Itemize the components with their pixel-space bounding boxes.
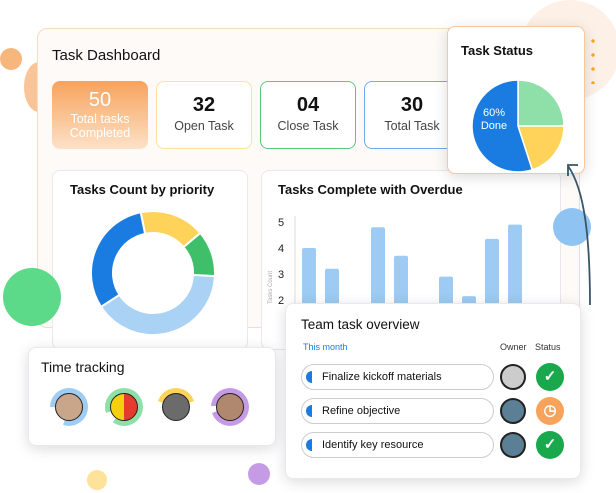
page-title: Task Dashboard xyxy=(52,47,161,64)
card-title: Tasks Count by priority xyxy=(70,182,215,197)
y-tick-label: 2 xyxy=(278,295,284,307)
stat-value: 50 xyxy=(88,89,112,111)
card-title: Tasks Complete with Overdue xyxy=(278,182,463,197)
y-tick-label: 3 xyxy=(278,269,284,281)
decor-circle xyxy=(87,470,107,490)
priority-card: Tasks Count by priority xyxy=(52,170,248,350)
time-tracking-card: Time tracking xyxy=(28,347,276,446)
stat-label: Total tasks Completed xyxy=(69,112,131,140)
card-title: Task Status xyxy=(461,43,534,58)
decor-circle xyxy=(0,48,22,70)
decor-circle xyxy=(248,463,270,485)
pie-percent: 60% xyxy=(482,107,506,119)
decor-dots xyxy=(591,34,595,84)
priority-donut-chart xyxy=(90,210,216,336)
owner-avatar xyxy=(500,364,526,390)
check-icon: ✓ xyxy=(536,431,564,459)
check-icon: ✓ xyxy=(536,363,564,391)
task-status-card: Task Status 60% Done xyxy=(447,26,585,174)
stat-total[interactable]: 30 Total Task xyxy=(364,81,460,149)
clock-icon: ◷ xyxy=(536,397,564,425)
stat-value: 30 xyxy=(400,94,424,116)
status-header: Status xyxy=(535,342,561,352)
time-tracking-avatar[interactable] xyxy=(105,388,143,426)
stat-completed[interactable]: 50 Total tasks Completed xyxy=(52,81,148,149)
stat-label: Open Task xyxy=(174,119,234,133)
stat-value: 32 xyxy=(192,94,216,116)
task-row[interactable]: Refine objective xyxy=(301,398,494,424)
owner-avatar xyxy=(500,398,526,424)
time-tracking-avatar[interactable] xyxy=(157,388,195,426)
donut-slice[interactable] xyxy=(99,274,216,336)
decor-circle xyxy=(3,268,61,326)
card-title: Time tracking xyxy=(41,359,125,375)
owner-avatar xyxy=(500,432,526,458)
time-tracking-avatar[interactable] xyxy=(211,388,249,426)
card-title: Team task overview xyxy=(301,317,420,332)
stat-open[interactable]: 32 Open Task xyxy=(156,81,252,149)
pie-slice[interactable] xyxy=(471,79,534,173)
donut-slice[interactable] xyxy=(90,211,147,309)
time-tracking-avatar[interactable] xyxy=(50,388,88,426)
y-axis-label: Tasks Count xyxy=(268,271,274,304)
pie-label: Done xyxy=(480,120,508,132)
period-link[interactable]: This month xyxy=(303,342,348,352)
arrow-icon xyxy=(567,164,591,306)
task-row[interactable]: Finalize kickoff materials xyxy=(301,364,494,390)
pie-slice[interactable] xyxy=(516,125,565,171)
stat-label: Close Task xyxy=(277,119,339,133)
task-row[interactable]: Identify key resource xyxy=(301,432,494,458)
owner-header: Owner xyxy=(500,342,527,352)
y-tick-label: 5 xyxy=(278,217,284,229)
stat-value: 04 xyxy=(296,94,320,116)
stat-label: Total Task xyxy=(384,119,440,133)
y-tick-label: 4 xyxy=(278,243,284,255)
task-status-pie-chart xyxy=(471,79,565,173)
stat-close[interactable]: 04 Close Task xyxy=(260,81,356,149)
team-task-card: Team task overview This month Owner Stat… xyxy=(285,303,581,479)
pie-slice[interactable] xyxy=(517,79,565,127)
